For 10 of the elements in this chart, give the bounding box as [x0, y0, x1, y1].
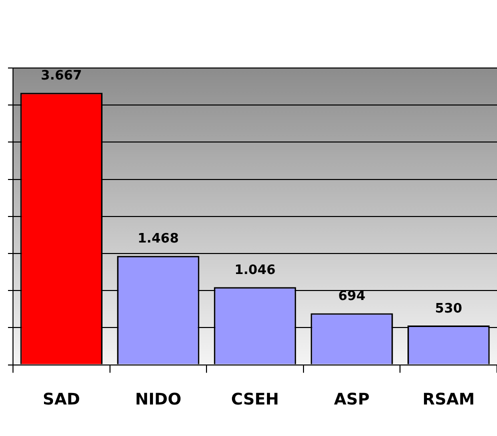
x-tick-label: ASP: [334, 390, 370, 409]
data-label: 1.468: [138, 232, 179, 247]
data-label: 3.667: [40, 68, 82, 84]
x-tick-label: SAD: [42, 390, 80, 409]
data-label: 1.046: [234, 263, 276, 278]
data-label: 694: [338, 289, 366, 304]
x-tick-label: RSAM: [422, 390, 475, 409]
x-tick-label: CSEH: [231, 390, 279, 409]
x-tick-label: NIDO: [135, 390, 182, 409]
data-label: 530: [435, 301, 462, 316]
